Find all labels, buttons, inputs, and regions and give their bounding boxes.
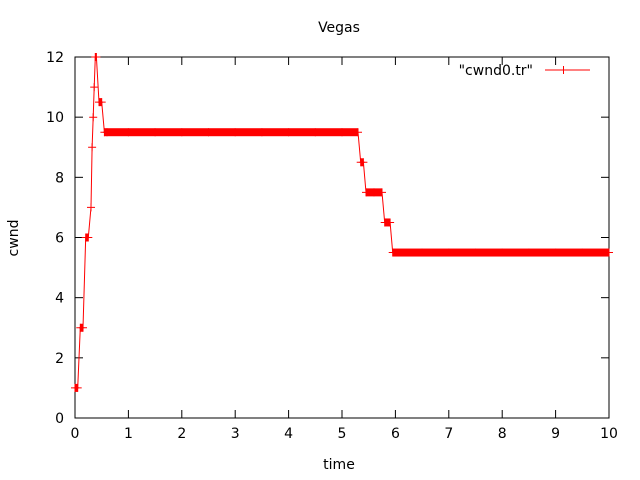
x-tick-label: 0 — [71, 426, 80, 442]
x-tick-label: 9 — [551, 426, 560, 442]
legend-label: "cwnd0.tr" — [459, 63, 533, 79]
y-tick-label: 2 — [55, 351, 64, 367]
data-band — [502, 248, 529, 257]
data-band — [315, 128, 342, 137]
x-tick-label: 10 — [600, 426, 618, 442]
data-band — [528, 248, 556, 257]
data-point — [362, 188, 370, 197]
data-point — [311, 128, 320, 137]
plot-frame — [74, 56, 610, 419]
data-band — [342, 128, 359, 137]
legend-marker — [559, 66, 568, 74]
data-point — [88, 143, 97, 152]
data-point — [90, 83, 99, 92]
data-band — [475, 248, 503, 257]
data-point — [97, 98, 106, 107]
data-point — [524, 248, 533, 257]
series-layer — [71, 53, 613, 392]
series-line — [75, 56, 609, 389]
x-tick-label: 8 — [498, 426, 507, 442]
x-tick-label: 5 — [338, 426, 347, 442]
data-band — [582, 248, 609, 257]
data-point — [578, 248, 587, 257]
data-point — [89, 113, 98, 122]
data-point — [73, 383, 82, 392]
y-axis-label: cwnd — [6, 220, 22, 257]
data-point — [151, 128, 160, 137]
data-band — [107, 128, 129, 137]
data-point — [284, 128, 293, 137]
x-tick-label: 3 — [231, 426, 240, 442]
x-tick-label: 4 — [284, 426, 293, 442]
data-point — [84, 233, 93, 242]
data-point — [498, 248, 507, 257]
data-point — [471, 248, 480, 257]
data-band — [448, 248, 476, 257]
data-point — [370, 188, 378, 197]
y-tick-label: 8 — [55, 170, 64, 186]
data-point — [359, 158, 368, 167]
data-point — [92, 53, 101, 61]
data-point — [378, 188, 386, 197]
x-tick-label: 7 — [444, 426, 453, 442]
data-band — [392, 248, 423, 257]
data-point — [177, 128, 186, 137]
data-band — [208, 128, 236, 137]
chart-title: Vegas — [318, 20, 360, 36]
y-tick-label: 10 — [46, 110, 64, 126]
data-band — [288, 128, 316, 137]
data-point — [124, 128, 133, 137]
data-band — [128, 128, 156, 137]
y-tick-label: 4 — [55, 291, 64, 307]
data-band — [235, 128, 262, 137]
data-point — [103, 128, 111, 137]
x-tick-label: 2 — [177, 426, 186, 442]
data-band — [181, 128, 209, 137]
data-point — [551, 248, 560, 257]
data-point — [354, 128, 362, 137]
data-band — [261, 128, 289, 137]
data-point — [444, 248, 453, 257]
y-tick-label: 0 — [55, 411, 64, 427]
data-point — [87, 203, 95, 212]
x-tick-label: 1 — [124, 426, 133, 442]
data-point — [418, 248, 427, 257]
y-tick-label: 6 — [55, 231, 64, 247]
data-point — [231, 128, 240, 137]
data-band — [155, 128, 182, 137]
data-point — [257, 128, 266, 137]
x-axis-label: time — [323, 457, 355, 473]
legend: "cwnd0.tr" — [459, 63, 590, 79]
data-band — [422, 248, 449, 257]
data-point — [605, 248, 613, 257]
data-point — [388, 248, 397, 257]
data-point — [204, 128, 213, 137]
data-point — [338, 128, 346, 137]
y-tick-label: 12 — [46, 50, 64, 66]
x-tick-label: 6 — [391, 426, 400, 442]
data-point — [386, 218, 395, 227]
data-band — [555, 248, 583, 257]
data-point — [79, 323, 87, 332]
